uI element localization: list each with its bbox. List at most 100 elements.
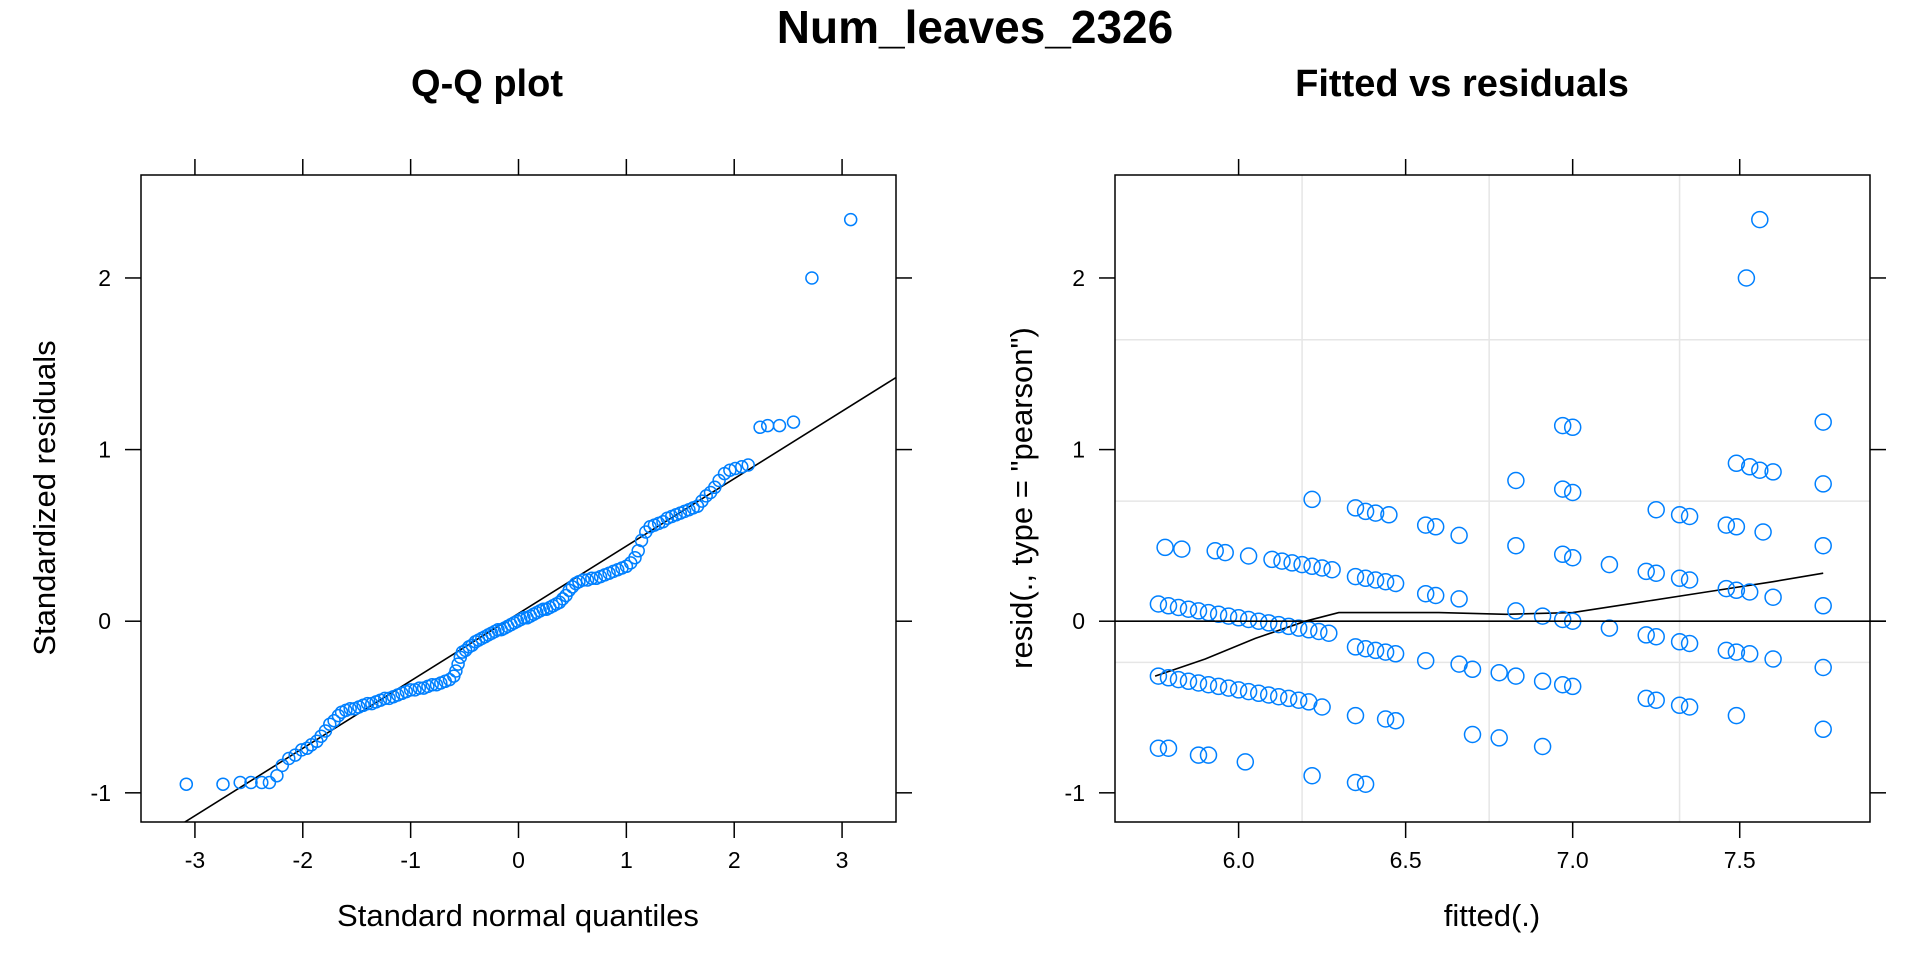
qq-plot-point [425, 677, 439, 692]
qq-plot-point [786, 415, 801, 429]
fitted-vs-residuals-x-axis-label: fitted(.) [1444, 898, 1540, 933]
fitted-vs-residuals-point [1751, 210, 1769, 229]
fitted-vs-residuals-title: Fitted vs residuals [1295, 63, 1629, 105]
fitted-vs-residuals-point [1450, 590, 1468, 608]
fitted-vs-residuals-point [1209, 605, 1228, 624]
fitted-vs-residuals-smooth-line [1154, 572, 1824, 677]
fitted-vs-residuals-point [1323, 560, 1341, 579]
qq-plot-point [282, 751, 296, 766]
fitted-vs-residuals-point [1426, 586, 1445, 605]
fitted-vs-residuals-point [1727, 454, 1746, 473]
fitted-vs-residuals-y-tick-label: 2 [1072, 265, 1085, 291]
fitted-vs-residuals-point [1647, 627, 1665, 646]
fitted-vs-residuals-point [1563, 418, 1582, 437]
fitted-vs-residuals-point [1386, 711, 1405, 730]
fitted-vs-residuals-point [1310, 622, 1328, 641]
fitted-vs-residuals-point [1490, 729, 1508, 747]
fitted-vs-residuals-point [1563, 483, 1582, 502]
fitted-vs-residuals-y-tick-label: 1 [1072, 437, 1085, 463]
qq-plot-point [233, 775, 247, 790]
fitted-vs-residuals-point [1647, 500, 1665, 519]
fitted-vs-residuals-point [1219, 607, 1238, 625]
qq-plot-point [300, 741, 314, 755]
qq-plot-point [735, 460, 749, 474]
fitted-vs-residuals-point [1740, 583, 1759, 601]
fitted-vs-residuals-point [1416, 516, 1435, 534]
qq-plot-point [378, 691, 392, 706]
fitted-vs-residuals-point [1507, 602, 1525, 620]
fitted-vs-residuals-point [1600, 555, 1619, 574]
fitted-vs-residuals-point [1507, 536, 1525, 555]
fitted-vs-residuals-point [1293, 555, 1311, 574]
fitted-vs-residuals-point [1814, 720, 1832, 739]
qq-plot-point [760, 418, 775, 433]
fitted-vs-residuals-point [1173, 540, 1191, 558]
fitted-vs-residuals-point [1490, 663, 1508, 682]
qq-plot-title: Q-Q plot [411, 63, 563, 105]
fitted-vs-residuals-point [1236, 753, 1255, 771]
fitted-vs-residuals-point [1216, 543, 1234, 562]
qq-plot-x-axis-label: Standard normal quantiles [337, 898, 699, 933]
fitted-vs-residuals-point [1313, 559, 1331, 577]
fitted-vs-residuals-point [1356, 569, 1375, 588]
fitted-vs-residuals-point [1159, 669, 1178, 687]
fitted-vs-residuals-point [1647, 691, 1665, 709]
fitted-vs-residuals-point [1156, 538, 1174, 557]
qq-plot-y-tick-label: 1 [98, 437, 111, 463]
fitted-vs-residuals-point [1533, 607, 1552, 625]
fitted-vs-residuals-point [1159, 739, 1178, 757]
fitted-vs-residuals-point [1533, 737, 1552, 756]
fitted-vs-residuals-point [1463, 725, 1482, 744]
fitted-vs-residuals-point [1320, 624, 1338, 642]
fitted-vs-residuals-point [1249, 684, 1268, 703]
fitted-vs-residuals-x-tick-label: 6.5 [1390, 847, 1422, 873]
qq-plot-point [555, 592, 570, 606]
fitted-vs-residuals-point [1814, 658, 1832, 677]
fitted-vs-residuals-point [1670, 633, 1689, 651]
fitted-vs-residuals-point [1680, 571, 1699, 589]
fitted-vs-residuals-x-tick-label: 7.0 [1557, 847, 1589, 873]
fitted-vs-residuals-point [1179, 672, 1198, 691]
fitted-vs-residuals-point [1289, 619, 1308, 637]
fitted-vs-residuals-point [1553, 610, 1572, 629]
fitted-vs-residuals-point [1647, 564, 1665, 582]
fitted-vs-residuals-point [1764, 463, 1782, 481]
fitted-vs-residuals-point [1283, 554, 1301, 572]
fitted-vs-residuals-point [1259, 686, 1278, 704]
fitted-vs-residuals-point [1303, 766, 1321, 785]
qq-plot-x-tick-label: 2 [728, 847, 741, 873]
qq-plot-x-tick-label: 0 [512, 847, 525, 873]
qq-plot-point [585, 571, 599, 586]
fitted-vs-residuals-point [1727, 706, 1746, 725]
qq-plot-point [270, 768, 284, 783]
fitted-vs-residuals-point [1416, 651, 1435, 670]
qq-plot-point [772, 418, 787, 433]
qq-plot-point [343, 701, 357, 716]
fitted-vs-residuals-panel: Fitted vs residuals 6.0 6.5 7.0 7.5 -1 0 1 2 fi… [1004, 63, 1886, 933]
fitted-vs-residuals-point [1303, 490, 1321, 509]
qq-plot-panel: Q-Q plot -3 -2 -1 0 1 2 3 -1 0 1 2 Standard normal… [27, 63, 912, 933]
qq-plot-point [843, 212, 858, 227]
fitted-vs-residuals-point [1670, 506, 1689, 524]
fitted-vs-residuals-point [1346, 638, 1365, 656]
main-title: Num_leaves_2326 [777, 1, 1173, 53]
fitted-vs-residuals-point [1670, 696, 1689, 715]
fitted-vs-residuals-point [1366, 641, 1385, 660]
fitted-vs-residuals-point [1637, 689, 1655, 708]
fitted-vs-residuals-point [1553, 675, 1572, 694]
fitted-vs-residuals-point [1814, 597, 1832, 615]
fitted-vs-residuals-point [1386, 645, 1405, 663]
qq-plot-y-tick-label: -1 [91, 780, 111, 806]
fitted-vs-residuals-point [1199, 746, 1218, 764]
qq-plot-point [412, 681, 427, 695]
fitted-vs-residuals-point [1740, 458, 1759, 476]
qq-plot-point [255, 775, 269, 790]
fitted-vs-residuals-point [1754, 523, 1772, 541]
qq-plot-y-tick-label: 0 [98, 608, 111, 634]
fitted-vs-residuals-y-axis-label: resid(., type = "pearson") [1004, 327, 1039, 669]
qq-plot-x-tick-label: -1 [400, 847, 420, 873]
qq-plot-point [517, 611, 531, 625]
fitted-vs-residuals-point [1814, 475, 1832, 493]
fitted-vs-residuals-y-tick-label: -1 [1065, 780, 1085, 806]
fitted-vs-residuals-point [1426, 518, 1445, 536]
